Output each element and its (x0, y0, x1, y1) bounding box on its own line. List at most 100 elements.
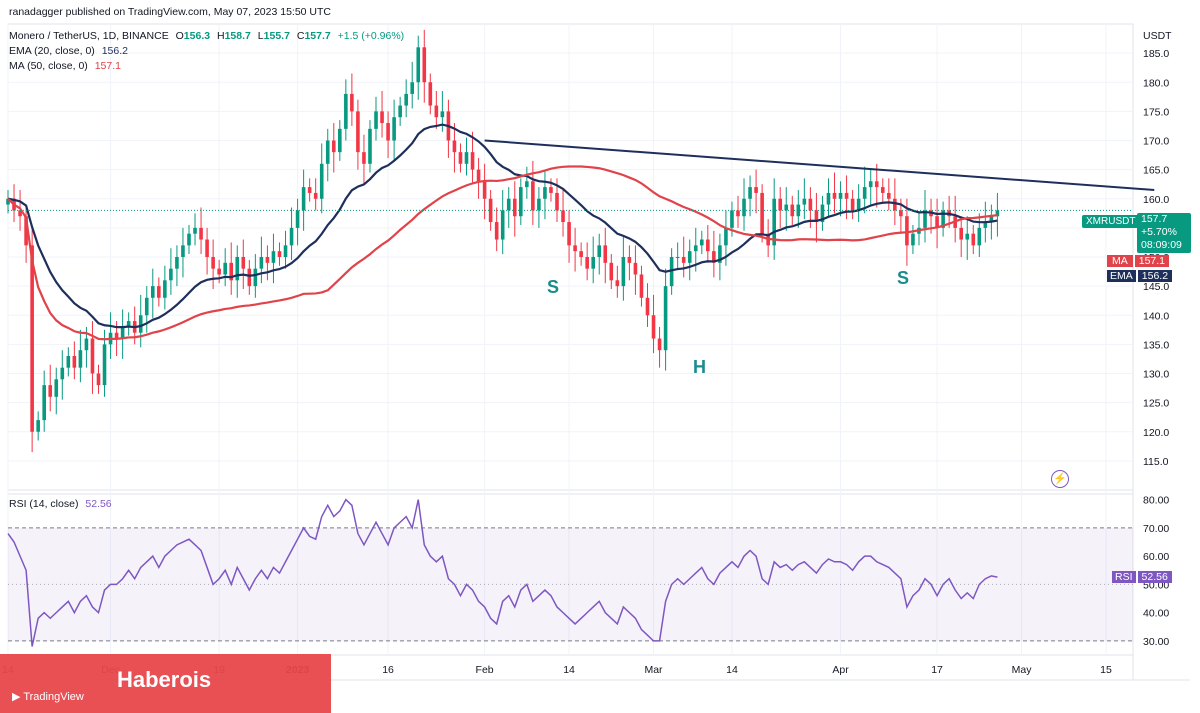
candle-body (971, 233, 976, 246)
candles (6, 29, 1000, 453)
candle-body (500, 210, 505, 240)
candle-body (512, 198, 517, 217)
candle-body (428, 82, 433, 106)
ema-legend[interactable]: EMA (20, close, 0) 156.2 (9, 45, 128, 57)
candle-body (790, 204, 795, 217)
candle-body (283, 245, 288, 257)
candle-body (651, 315, 656, 339)
candle-body (832, 192, 837, 199)
candle-body (150, 286, 155, 298)
candle-body (712, 251, 716, 263)
ohlc-open: O156.3 (175, 30, 211, 42)
candle-body (742, 198, 746, 217)
candle-body (754, 187, 758, 193)
price-tick-label: 170.0 (1143, 136, 1169, 148)
candle-body (591, 257, 595, 269)
candle-body (96, 373, 101, 386)
candle-body (398, 105, 402, 118)
candle-body (887, 192, 891, 199)
candle-body (488, 198, 493, 223)
candle-body (899, 210, 903, 217)
rsi-tick-label: 70.00 (1143, 523, 1169, 535)
candle-body (271, 251, 276, 263)
candle-body (645, 297, 650, 316)
candle-body (187, 233, 191, 246)
candle-body (826, 192, 831, 205)
time-tick-label: 16 (382, 664, 394, 676)
candle-body (144, 297, 149, 316)
candle-body (199, 227, 203, 240)
candle-body (350, 93, 354, 112)
candle-body (995, 210, 1000, 217)
rsi-pane (7, 493, 1134, 656)
candle-body (253, 268, 258, 287)
time-tick-label: Feb (476, 664, 494, 676)
candle-body (30, 245, 34, 432)
candle-body (573, 245, 577, 252)
candle-body (48, 385, 53, 397)
candle-body (561, 210, 565, 223)
footer-banner: Haberois ▶ TradingView (0, 654, 331, 713)
candle-body (78, 350, 83, 368)
candle-body (862, 187, 867, 199)
candle-body (506, 198, 511, 211)
candle-body (603, 245, 608, 263)
candle-body (338, 128, 342, 153)
rsi-legend[interactable]: RSI (14, close) 52.56 (9, 498, 112, 510)
candle-body (543, 187, 547, 199)
lightning-icon[interactable]: ⚡ (1051, 470, 1069, 488)
price-tick-label: 185.0 (1143, 48, 1169, 60)
candle-body (157, 286, 161, 298)
left-shoulder-label: S (547, 277, 560, 297)
candle-body (356, 111, 360, 153)
candle-body (470, 152, 475, 170)
time-tick-label: 15 (1100, 664, 1112, 676)
candle-body (36, 420, 40, 432)
price-tick-label: 145.0 (1143, 281, 1169, 293)
candle-body (965, 233, 970, 240)
time-tick-label: 14 (563, 664, 575, 676)
candle-body (748, 187, 752, 199)
candle-body (386, 123, 390, 141)
rsi-tick-label: 40.00 (1143, 608, 1169, 620)
candle-body (718, 245, 722, 263)
candle-body (525, 181, 529, 188)
candle-body (585, 257, 589, 269)
candle-body (880, 187, 885, 193)
candle-body (84, 338, 89, 351)
candle-body (911, 233, 915, 246)
price-tick-label: 180.0 (1143, 77, 1169, 89)
candle-body (241, 257, 246, 269)
ma-line (7, 165, 998, 341)
symbol-name: Monero / TetherUS, 1D, BINANCE (9, 30, 169, 42)
candle-body (531, 181, 535, 211)
price-tick-label: 135.0 (1143, 339, 1169, 351)
tradingview-logo[interactable]: ▶ TradingView (12, 691, 84, 703)
candle-body (681, 257, 686, 263)
rsi-line (7, 498, 998, 647)
rsi-tag: RSI 52.56 (1112, 571, 1172, 583)
candle-body (609, 262, 614, 281)
candle-body (663, 286, 668, 351)
candle-body (621, 257, 626, 287)
candle-body (567, 222, 571, 246)
candle-body (639, 274, 644, 298)
candle-body (760, 192, 764, 234)
price-tick-label: 175.0 (1143, 106, 1169, 118)
candle-body (989, 216, 994, 223)
candle-body (6, 198, 10, 205)
ma-legend[interactable]: MA (50, close, 0) 157.1 (9, 60, 121, 72)
ma-tag: MA 157.1 (1107, 255, 1170, 267)
candle-body (814, 210, 819, 223)
candle-body (555, 192, 559, 211)
candle-body (175, 257, 179, 269)
candle-body (736, 210, 740, 217)
candle-body (392, 117, 396, 141)
last-price-tag: 157.7 +5.70% 08:09:09 (1137, 213, 1191, 253)
price-tick-label: 130.0 (1143, 369, 1169, 381)
candle-body (730, 210, 734, 228)
ohlc-change: +1.5 (+0.96%) (337, 30, 405, 42)
candle-body (579, 251, 583, 257)
candle-body (66, 356, 71, 368)
